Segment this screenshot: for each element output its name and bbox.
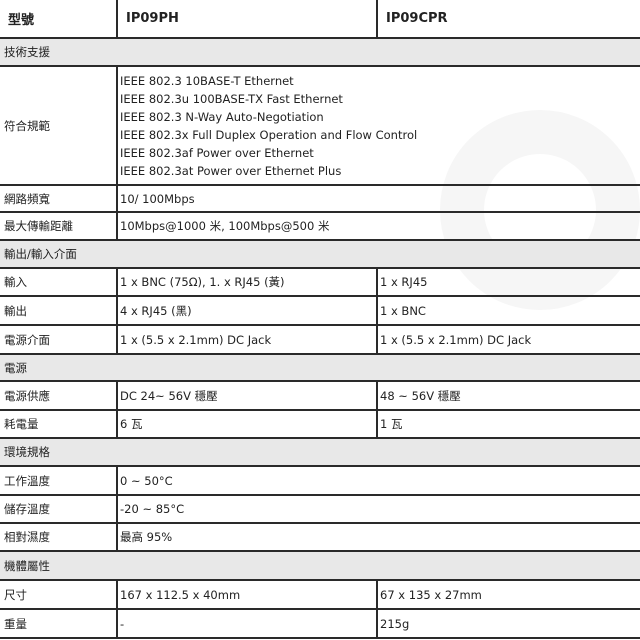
section-title: 環境規格 [4, 445, 50, 459]
spec-label: 重量 [4, 616, 27, 631]
spec-value: 0 ~ 50°C [116, 467, 640, 494]
spec-row: 相對濕度 最高 95% [0, 524, 640, 552]
spec-label: 電源供應 [4, 388, 50, 403]
spec-label: 網路頻寬 [4, 191, 50, 206]
spec-row: 輸出 4 x RJ45 (黑) 1 x BNC [0, 297, 640, 326]
spec-label: 儲存溫度 [4, 502, 50, 516]
section-title: 技術支援 [4, 45, 50, 59]
spec-value-line: IEEE 802.3 10BASE-T Ethernet [120, 73, 294, 88]
spec-value: IEEE 802.3 10BASE-T Ethernet IEEE 802.3u … [116, 67, 640, 184]
spec-label: 工作溫度 [4, 473, 50, 488]
model-label: 型號 [8, 13, 35, 28]
spec-value-line: 最高 95% [120, 530, 173, 544]
spec-row: 尺寸 167 x 112.5 x 40mm 67 x 135 x 27mm [0, 581, 640, 610]
spec-value-ip09cpr: 215g [376, 610, 640, 637]
spec-value-line: IEEE 802.3x Full Duplex Operation and Fl… [120, 127, 418, 142]
spec-value-ip09ph: DC 24~ 56V 穩壓 [116, 382, 376, 409]
spec-value-ip09ph: 1 x (5.5 x 2.1mm) DC Jack [116, 326, 376, 353]
spec-row: 網路頻寬 10/ 100Mbps [0, 186, 640, 213]
spec-value-ip09cpr: 48 ~ 56V 穩壓 [376, 382, 640, 409]
spec-label: 最大傳輸距離 [4, 219, 73, 233]
spec-value-ip09cpr: 1 x (5.5 x 2.1mm) DC Jack [376, 326, 640, 353]
section-header: 輸出/輸入介面 [0, 241, 640, 269]
spec-row: 重量 -215g [0, 610, 640, 639]
spec-value: 10Mbps@1000 米, 100Mbps@500 米 [116, 213, 640, 239]
section-title: 輸出/輸入介面 [4, 247, 77, 261]
spec-row: 電源供應 DC 24~ 56V 穩壓 48 ~ 56V 穩壓 [0, 382, 640, 411]
model-ip09cpr: IP09CPR [376, 0, 640, 37]
section-header: 機體屬性 [0, 552, 640, 581]
spec-value-ip09ph: 6 瓦 [116, 411, 376, 437]
spec-value: 最高 95% [116, 524, 640, 550]
spec-row: 儲存溫度 -20 ~ 85°C [0, 496, 640, 524]
spec-value-ip09ph: 167 x 112.5 x 40mm [116, 581, 376, 608]
section-header: 技術支援 [0, 39, 640, 67]
spec-value: 10/ 100Mbps [116, 186, 640, 211]
spec-value-line: 10Mbps@1000 米, 100Mbps@500 米 [120, 219, 330, 233]
spec-label: 輸出 [4, 303, 27, 318]
section-title: 機體屬性 [4, 558, 50, 573]
spec-label: 電源介面 [4, 332, 50, 347]
spec-label: 尺寸 [4, 587, 27, 602]
spec-value-ip09cpr: 67 x 135 x 27mm [376, 581, 640, 608]
spec-value-line: -20 ~ 85°C [120, 502, 185, 516]
spec-value: -20 ~ 85°C [116, 496, 640, 522]
spec-label: 輸入 [4, 275, 27, 289]
spec-value-ip09cpr: 1 x BNC [376, 297, 640, 324]
spec-value-line: 0 ~ 50°C [120, 473, 173, 488]
section-header: 電源 [0, 355, 640, 382]
spec-value-ip09ph: 4 x RJ45 (黑) [116, 297, 376, 324]
header-row: 型號 IP09PH IP09CPR [0, 0, 640, 39]
spec-value-ip09ph: 1 x BNC (75Ω), 1. x RJ45 (黃) [116, 269, 376, 295]
spec-row: 輸入 1 x BNC (75Ω), 1. x RJ45 (黃) 1 x RJ45 [0, 269, 640, 297]
spec-row: 最大傳輸距離 10Mbps@1000 米, 100Mbps@500 米 [0, 213, 640, 241]
spec-row: 符合規範 IEEE 802.3 10BASE-T Ethernet IEEE 802… [0, 67, 640, 186]
spec-label: 符合規範 [4, 118, 50, 133]
spec-value-line: 10/ 100Mbps [120, 191, 195, 206]
spec-value-line: IEEE 802.3at Power over Ethernet Plus [120, 163, 342, 178]
spec-value-ip09cpr: 1 x RJ45 [376, 269, 640, 295]
spec-value-ip09cpr: 1 瓦 [376, 411, 640, 437]
spec-value-line: IEEE 802.3 N-Way Auto-Negotiation [120, 109, 324, 124]
spec-row: 電源介面 1 x (5.5 x 2.1mm) DC Jack 1 x (5.5 x … [0, 326, 640, 355]
spec-value-ip09ph: - [116, 610, 376, 637]
section-title: 電源 [4, 360, 27, 375]
spec-label: 相對濕度 [4, 530, 50, 544]
spec-value-line: IEEE 802.3u 100BASE-TX Fast Ethernet [120, 91, 343, 106]
model-ip09ph: IP09PH [116, 0, 376, 37]
spec-value-line: IEEE 802.3af Power over Ethernet [120, 145, 314, 160]
section-header: 環境規格 [0, 439, 640, 467]
spec-row: 工作溫度 0 ~ 50°C [0, 467, 640, 496]
spec-label: 耗電量 [4, 417, 39, 431]
